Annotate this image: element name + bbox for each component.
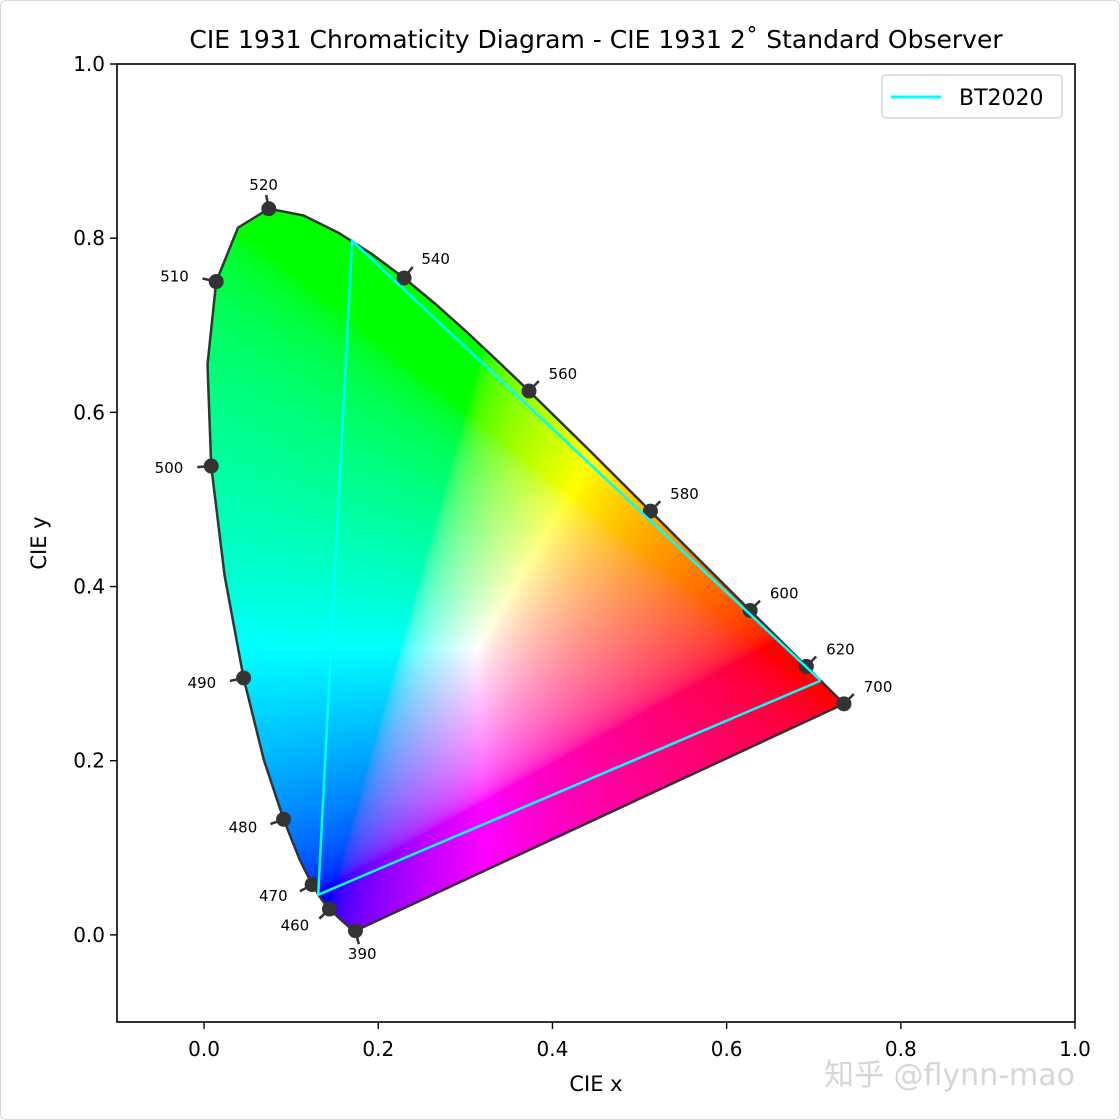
x-tick-label: 0.0	[188, 1037, 220, 1061]
wavelength-marker	[304, 877, 320, 893]
wavelength-marker	[396, 270, 412, 286]
wavelength-label: 390	[348, 945, 377, 963]
x-axis-label: CIE x	[569, 1072, 622, 1096]
legend-box	[881, 74, 1063, 119]
spectral-locus	[206, 207, 847, 932]
wavelength-label: 470	[259, 887, 288, 905]
chart-title: CIE 1931 Chromaticity Diagram - CIE 1931…	[189, 25, 1003, 54]
wavelength-label: 490	[188, 674, 217, 692]
y-tick-label: 0.2	[73, 749, 105, 773]
wavelength-marker	[521, 383, 537, 399]
wavelength-marker	[236, 670, 252, 686]
wavelength-label: 620	[826, 640, 855, 658]
wavelength-label: 500	[155, 459, 184, 477]
wavelength-marker	[322, 901, 338, 917]
wavelength-label: 560	[549, 365, 578, 383]
series-bt2020	[316, 238, 822, 897]
x-tick-label: 0.6	[711, 1037, 743, 1061]
wavelength-label: 460	[281, 917, 310, 935]
x-tick-label: 0.4	[537, 1037, 569, 1061]
plot-frame	[116, 63, 1076, 1023]
y-tick-label: 0.0	[73, 923, 105, 947]
wavelength-label: 700	[864, 678, 893, 696]
legend-label: BT2020	[959, 86, 1044, 111]
wavelength-marker	[742, 602, 758, 618]
wavelength-label: 520	[249, 176, 278, 194]
wavelength-marker	[276, 811, 292, 827]
wavelength-marker	[347, 923, 363, 939]
wavelength-label: 480	[229, 818, 258, 836]
y-tick-label: 0.6	[73, 400, 105, 424]
wavelength-marker	[642, 503, 658, 519]
legend: BT2020	[881, 74, 1063, 119]
wavelength-marker	[208, 274, 224, 290]
wavelength-label: 540	[421, 250, 450, 268]
x-tick-label: 0.8	[885, 1037, 917, 1061]
wavelength-marker	[261, 201, 277, 217]
x-tick-label: 1.0	[1059, 1037, 1091, 1061]
wavelength-label: 600	[770, 584, 799, 602]
y-axis-label: CIE y	[27, 516, 51, 569]
watermark: 知乎 @flynn-mao	[824, 1058, 1076, 1093]
y-tick-label: 0.4	[73, 575, 105, 599]
wavelength-marker	[836, 696, 852, 712]
y-tick-label: 0.8	[73, 226, 105, 250]
wavelength-marker	[203, 458, 219, 474]
y-tick-label: 1.0	[73, 52, 105, 76]
x-tick-label: 0.2	[362, 1037, 394, 1061]
wavelength-label: 510	[160, 267, 189, 285]
wavelength-label: 580	[670, 485, 699, 503]
